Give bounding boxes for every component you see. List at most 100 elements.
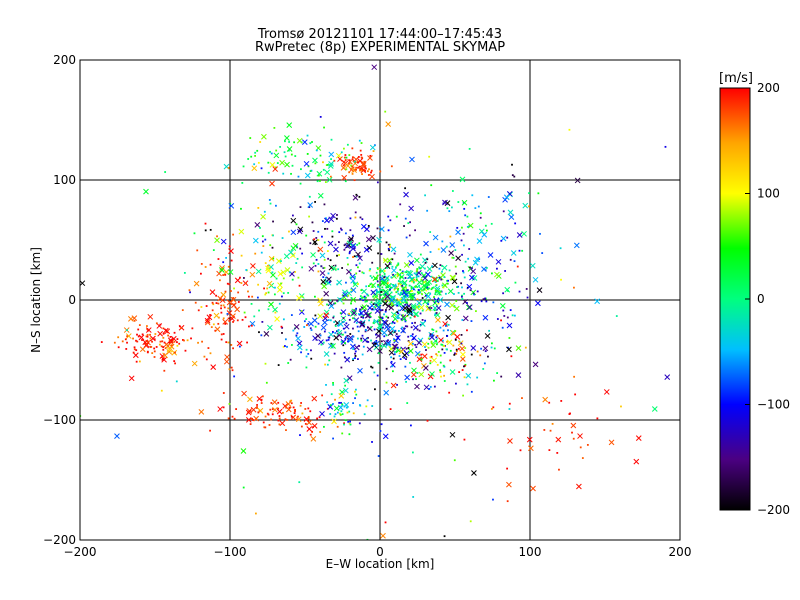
data-point-cross <box>204 319 211 326</box>
data-point-dot <box>307 322 310 325</box>
data-point-cross <box>528 445 534 452</box>
data-point-cross <box>555 436 562 443</box>
data-point-dot <box>220 338 223 341</box>
data-point-dot <box>429 362 432 365</box>
data-point-cross <box>414 350 421 357</box>
data-point-cross <box>218 267 225 273</box>
data-point-cross <box>338 393 345 399</box>
data-point-dot <box>260 251 263 254</box>
data-point-dot <box>370 339 372 342</box>
data-point-cross <box>369 144 376 151</box>
data-point-dot <box>383 259 386 262</box>
data-point-dot <box>355 255 358 258</box>
data-point-cross <box>370 289 377 296</box>
data-point-dot <box>196 249 199 252</box>
data-point-cross <box>379 268 386 274</box>
data-point-dot <box>298 284 301 287</box>
data-point-dot <box>313 241 316 243</box>
data-point-cross <box>336 329 343 336</box>
data-point-dot <box>399 273 402 276</box>
data-point-cross <box>503 194 510 201</box>
data-point-dot <box>343 423 345 426</box>
data-point-cross <box>462 315 469 322</box>
data-point-dot <box>340 298 343 301</box>
data-point-dot <box>100 341 103 343</box>
data-point-dot <box>220 304 223 307</box>
data-point-dot <box>303 320 306 323</box>
data-point-dot <box>176 338 179 340</box>
data-point-cross <box>125 333 132 339</box>
data-point-dot <box>508 337 511 339</box>
data-point-dot <box>417 305 420 308</box>
data-point-dot <box>383 313 385 316</box>
data-point-dot <box>397 282 400 285</box>
data-point-dot <box>308 206 311 209</box>
data-point-dot <box>309 410 312 413</box>
data-point-dot <box>298 481 301 484</box>
data-point-cross <box>416 356 423 363</box>
data-point-dot <box>431 328 434 331</box>
data-point-dot <box>135 349 138 352</box>
data-point-cross <box>380 280 386 286</box>
data-point-dot <box>355 307 358 310</box>
data-point-cross <box>408 205 415 212</box>
data-point-dot <box>176 341 178 344</box>
data-point-dot <box>354 275 356 278</box>
data-point-dot <box>313 238 316 241</box>
data-point-dot <box>331 331 334 333</box>
data-point-dot <box>357 266 359 269</box>
data-point-dot <box>416 274 418 277</box>
data-point-dot <box>396 311 399 313</box>
data-point-dot <box>439 371 442 373</box>
data-point-cross <box>508 214 515 220</box>
data-point-dot <box>508 408 511 410</box>
data-point-dot <box>453 459 456 462</box>
data-point-dot <box>409 335 412 337</box>
data-point-dot <box>464 364 466 367</box>
data-point-dot <box>476 290 479 293</box>
data-point-cross <box>317 297 323 304</box>
data-point-dot <box>232 233 235 236</box>
data-point-dot <box>250 155 253 158</box>
data-point-cross <box>272 166 279 172</box>
data-point-dot <box>358 345 361 347</box>
data-point-dot <box>243 277 245 279</box>
data-point-dot <box>412 451 414 454</box>
data-point-cross <box>227 269 234 275</box>
data-point-dot <box>335 330 338 333</box>
data-point-dot <box>431 342 434 345</box>
data-point-cross <box>414 383 420 390</box>
data-point-dot <box>551 422 554 425</box>
data-point-dot <box>385 241 388 244</box>
data-point-cross <box>279 159 285 166</box>
data-point-dot <box>351 156 354 159</box>
data-point-dot <box>327 272 330 275</box>
data-point-cross <box>466 304 473 311</box>
data-point-cross <box>340 165 347 171</box>
data-point-dot <box>194 301 197 304</box>
data-point-dot <box>347 340 349 343</box>
data-point-dot <box>433 385 436 388</box>
data-point-dot <box>345 168 348 171</box>
data-point-dot <box>274 286 276 289</box>
data-point-dot <box>230 290 232 292</box>
data-point-dot <box>462 394 465 397</box>
data-point-dot <box>317 270 320 273</box>
data-point-dot <box>284 338 287 341</box>
data-point-dot <box>431 265 433 268</box>
data-point-dot <box>361 353 364 356</box>
data-point-dot <box>284 140 286 143</box>
data-point-cross <box>446 339 453 346</box>
data-point-cross <box>460 351 466 358</box>
data-point-dot <box>183 271 186 274</box>
data-point-dot <box>237 291 240 294</box>
data-point-dot <box>227 317 230 320</box>
data-point-cross <box>411 367 417 374</box>
data-point-dot <box>329 404 332 407</box>
data-point-cross <box>395 335 401 341</box>
data-point-dot <box>345 232 347 235</box>
data-point-dot <box>117 336 120 339</box>
data-point-dot <box>416 286 419 289</box>
data-point-dot <box>222 406 225 409</box>
data-point-cross <box>367 305 373 311</box>
